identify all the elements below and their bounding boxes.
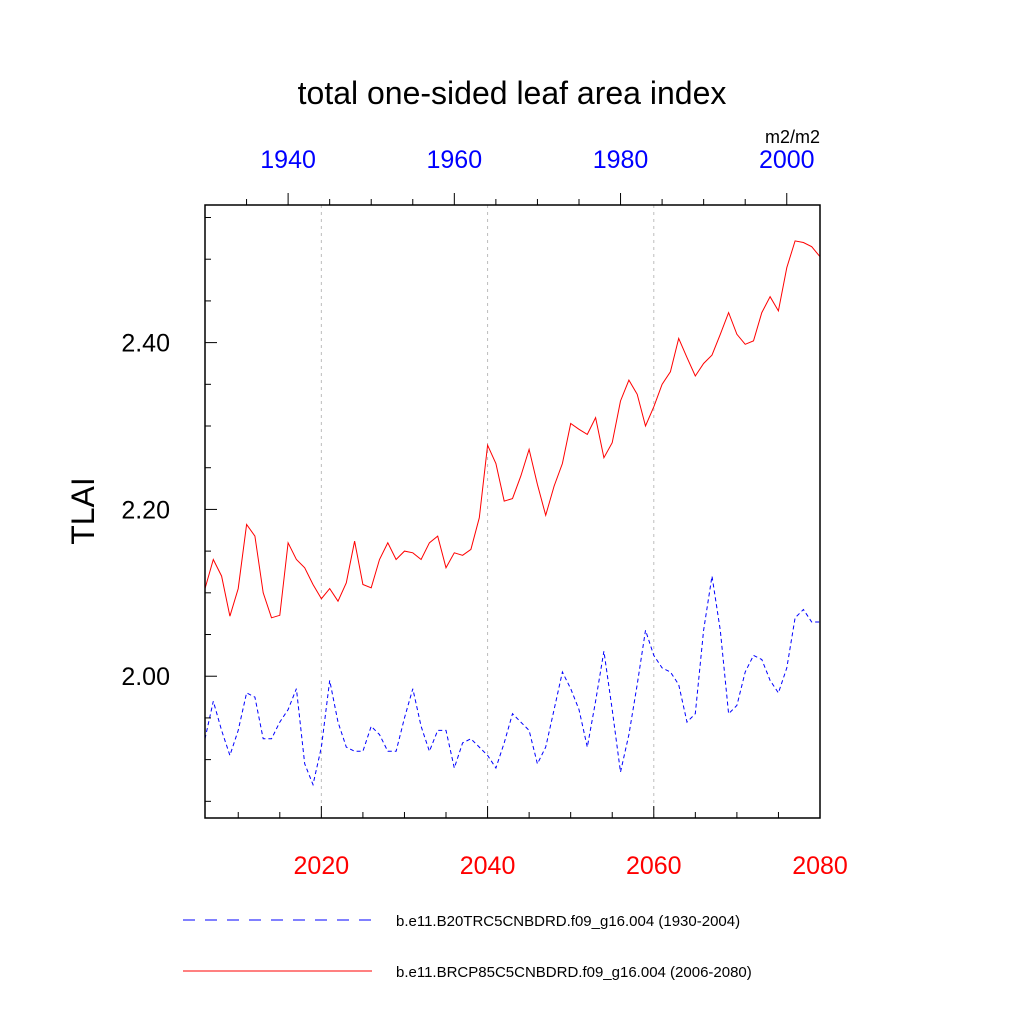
y-axis-tick-label: 2.00: [121, 663, 170, 691]
legend-label-historical: b.e11.B20TRC5CNBDRD.f09_g16.004 (1930-20…: [396, 913, 740, 930]
legend: b.e11.B20TRC5CNBDRD.f09_g16.004 (1930-20…: [183, 913, 752, 981]
bottom-axis-tick-label: 2040: [460, 852, 516, 880]
top-axis-tick-label: 1960: [427, 146, 483, 174]
chart-title: total one-sided leaf area index: [298, 75, 727, 111]
top-axis-tick-label: 2000: [759, 146, 815, 174]
bottom-axis-tick-label: 2060: [626, 852, 682, 880]
bottom-axis-tick-label: 2020: [294, 852, 350, 880]
y-axis-label: TLAI: [65, 477, 101, 545]
series-line-rcp85: [204, 240, 821, 619]
top-axis-tick-label: 1940: [260, 146, 316, 174]
axis-ticks: [205, 193, 821, 818]
series-line-historical: [204, 576, 820, 787]
tick-labels: 2020 2040 2060 2080 1940 1960 1980 2000 2.00 2.20…: [121, 146, 847, 880]
bottom-axis-tick-label: 2080: [792, 852, 848, 880]
top-axis-tick-label: 1980: [593, 146, 649, 174]
legend-label-rcp85: b.e11.BRCP85C5CNBDRD.f09_g16.004 (2006-2…: [396, 964, 752, 981]
y-axis-tick-label: 2.40: [121, 330, 170, 358]
plot-frame: [204, 204, 821, 819]
plot-lines: [204, 240, 821, 787]
gridlines: [320, 205, 655, 818]
units-label: m2/m2: [765, 127, 820, 147]
y-axis-tick-label: 2.20: [121, 496, 170, 524]
